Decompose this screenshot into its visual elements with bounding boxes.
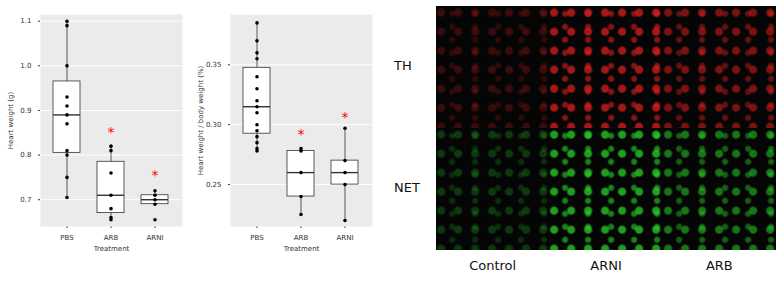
html-text:TH: TH — [394, 58, 412, 73]
svg-text:PBS: PBS — [60, 234, 74, 242]
html-text:NET: NET — [394, 180, 420, 195]
svg-text:0.8: 0.8 — [20, 151, 31, 159]
svg-text:ARB: ARB — [104, 234, 119, 242]
svg-text:0.30: 0.30 — [206, 121, 222, 129]
svg-text:0.9: 0.9 — [20, 107, 31, 115]
svg-text:Heart weight (g): Heart weight (g) — [7, 92, 15, 150]
svg-text:*: * — [298, 126, 305, 142]
svg-text:0.25: 0.25 — [206, 181, 222, 189]
svg-text:*: * — [152, 167, 159, 183]
svg-text:1.0: 1.0 — [20, 62, 31, 70]
svg-text:*: * — [342, 109, 349, 125]
svg-text:ARB: ARB — [294, 234, 309, 242]
svg-text:0.7: 0.7 — [20, 196, 31, 204]
svg-text:*: * — [108, 124, 115, 140]
html-text:Control: Control — [469, 258, 517, 273]
html-text:ARNI: ARNI — [590, 258, 622, 273]
svg-text:PBS: PBS — [250, 234, 264, 242]
svg-text:ARNI: ARNI — [147, 234, 164, 242]
svg-text:Heart weight / body weight (%): Heart weight / body weight (%) — [197, 65, 205, 175]
html-text:ARB: ARB — [705, 258, 733, 273]
svg-text:Treatment: Treatment — [93, 245, 130, 253]
svg-text:0.35: 0.35 — [206, 61, 222, 69]
svg-text:ARNI: ARNI — [337, 234, 354, 242]
svg-text:Treatment: Treatment — [283, 245, 320, 253]
svg-text:1.1: 1.1 — [20, 17, 31, 25]
